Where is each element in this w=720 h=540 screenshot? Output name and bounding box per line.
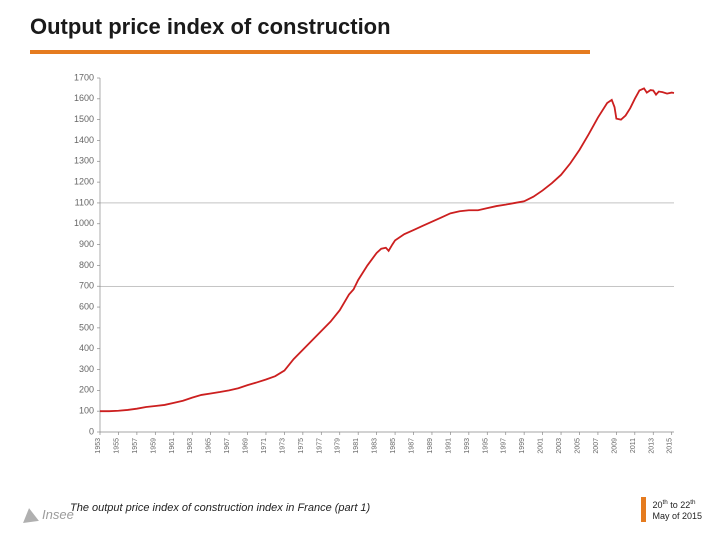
svg-text:1999: 1999 [519,438,526,454]
svg-text:1991: 1991 [445,438,452,454]
svg-text:1965: 1965 [206,438,213,454]
svg-text:300: 300 [79,364,94,374]
svg-text:1987: 1987 [409,438,416,454]
chart-container: 0 100 200 300 400 500 600 700 800 900 1000 1100 1200… [62,70,682,470]
svg-text:1989: 1989 [427,438,434,454]
svg-text:400: 400 [79,343,94,353]
svg-text:1100: 1100 [75,197,94,207]
svg-text:1981: 1981 [353,438,360,454]
svg-text:1961: 1961 [169,438,176,454]
svg-text:100: 100 [79,406,94,416]
svg-text:2013: 2013 [648,438,655,454]
svg-text:1979: 1979 [335,438,342,454]
svg-text:1600: 1600 [74,93,94,103]
svg-text:1971: 1971 [261,438,268,454]
svg-text:200: 200 [79,385,94,395]
line-chart: 0 100 200 300 400 500 600 700 800 900 1000 1100 1200… [62,70,682,465]
title-underline [30,50,590,54]
svg-text:2001: 2001 [538,438,545,454]
svg-text:1997: 1997 [501,438,508,454]
svg-text:1957: 1957 [132,438,139,454]
svg-text:2005: 2005 [574,438,581,454]
svg-text:600: 600 [79,301,94,311]
svg-text:1300: 1300 [74,156,94,166]
logo-text: Insee [42,507,74,522]
svg-text:1953: 1953 [95,438,102,454]
date-block: 20th to 22th May of 2015 [641,497,702,523]
svg-text:1963: 1963 [187,438,194,454]
svg-text:1400: 1400 [74,135,94,145]
svg-text:1959: 1959 [150,438,157,454]
svg-text:2009: 2009 [611,438,618,454]
svg-text:1955: 1955 [113,438,120,454]
svg-text:500: 500 [79,322,94,332]
logo: Insee [22,507,74,522]
svg-text:1500: 1500 [74,114,94,124]
svg-text:2011: 2011 [630,438,637,453]
slide-caption: The output price index of construction i… [70,502,370,514]
logo-icon [21,506,39,522]
svg-text:1973: 1973 [279,438,286,454]
svg-text:1993: 1993 [464,438,471,454]
svg-text:1969: 1969 [243,438,250,454]
date-text: 20th to 22th May of 2015 [652,497,702,523]
svg-text:1975: 1975 [298,438,305,454]
svg-text:2015: 2015 [667,438,674,454]
svg-text:1983: 1983 [372,438,379,454]
svg-text:2003: 2003 [556,438,563,454]
slide-title: Output price index of construction [30,14,391,40]
svg-text:1977: 1977 [316,438,323,454]
svg-text:1995: 1995 [482,438,489,454]
svg-text:800: 800 [79,260,94,270]
date-accent-bar [641,497,646,523]
svg-text:1985: 1985 [390,438,397,454]
svg-text:1700: 1700 [74,72,94,82]
svg-text:0: 0 [89,426,94,436]
svg-text:900: 900 [79,239,94,249]
svg-text:1200: 1200 [74,176,94,186]
svg-text:1967: 1967 [224,438,231,454]
svg-text:1000: 1000 [74,218,94,228]
svg-text:2007: 2007 [593,438,600,454]
svg-text:700: 700 [79,281,94,291]
